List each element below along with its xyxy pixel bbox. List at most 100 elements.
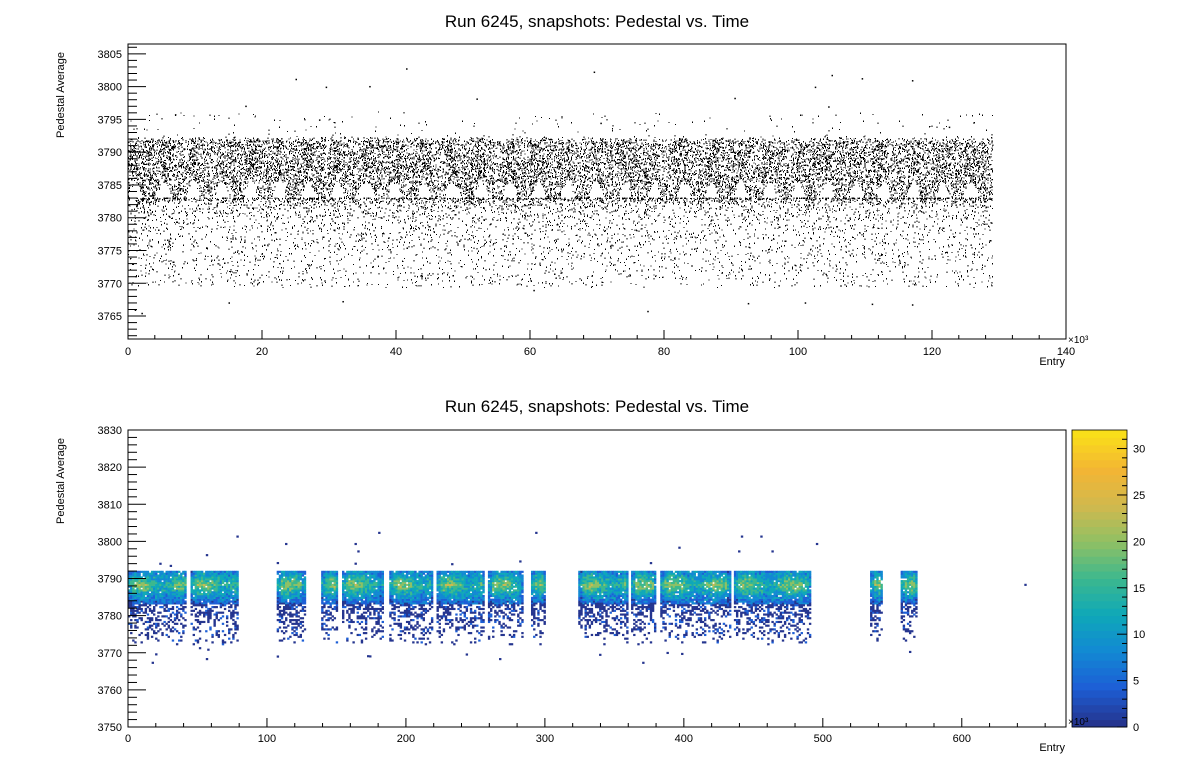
heatmap-cell [190, 572, 193, 575]
heatmap-cell [230, 596, 233, 599]
heatmap-cell [599, 570, 602, 573]
heatmap-cell [221, 587, 225, 590]
heatmap-cell [651, 619, 655, 622]
heatmap-cell [331, 596, 334, 599]
heatmap-cell [293, 576, 296, 579]
heatmap-cell [289, 594, 292, 598]
heatmap-cell [346, 604, 349, 607]
heatmap-cell [601, 607, 604, 611]
heatmap-cell [194, 598, 198, 601]
heatmap-cell [234, 628, 237, 631]
heatmap-cell [500, 624, 503, 627]
heatmap-cell [148, 624, 152, 627]
heatmap-cell [367, 615, 370, 618]
heatmap-cell [643, 594, 646, 598]
heatmap-cell [515, 598, 518, 601]
heatmap-cell [633, 628, 636, 631]
heatmap-cell [666, 578, 669, 581]
heatmap-cell [478, 596, 481, 599]
heatmap-cell [367, 572, 370, 575]
heatmap-cell [333, 570, 337, 573]
heatmap-cell [325, 624, 328, 627]
heatmap-cell [352, 620, 355, 624]
heatmap-cell [157, 591, 160, 594]
heatmap-cell [494, 572, 497, 575]
heatmap-cell [631, 628, 634, 631]
heatmap-cell [603, 598, 606, 601]
heatmap-cell [352, 589, 355, 592]
heatmap-cell [609, 598, 612, 601]
heatmap-cell [633, 589, 636, 592]
heatmap-cell [451, 593, 454, 596]
heatmap-cell [236, 583, 239, 586]
heatmap-cell [278, 581, 282, 585]
heatmap-cell [451, 624, 454, 627]
heatmap-cell [494, 619, 497, 622]
heatmap-cell [293, 622, 296, 625]
heatmap-cell [301, 570, 305, 573]
heatmap-cell [609, 587, 612, 590]
heatmap-cell [539, 630, 542, 633]
heatmap-cell [584, 583, 587, 586]
heatmap-cell [611, 581, 614, 585]
heatmap-cell [664, 589, 667, 592]
heatmap-cell [228, 578, 231, 581]
heatmap-cell [465, 594, 469, 598]
heatmap-cell [594, 606, 598, 609]
heatmap-cell [223, 604, 227, 607]
heatmap-cell [335, 598, 339, 601]
heatmap-cell [631, 594, 634, 598]
heatmap-cell [219, 602, 223, 605]
heatmap-cell [403, 596, 407, 599]
heatmap-cell [356, 585, 359, 588]
heatmap-cell [643, 580, 646, 583]
heatmap-cell [369, 593, 372, 596]
heatmap-cell [619, 613, 623, 616]
heatmap-cell [144, 596, 148, 599]
heatmap-cell [494, 602, 497, 605]
heatmap-cell [414, 578, 417, 581]
heatmap-cell [578, 587, 581, 590]
heatmap-cells [128, 531, 1027, 664]
heatmap-cell [637, 600, 640, 603]
heatmap-cell [161, 581, 164, 585]
heatmap-cell [455, 600, 458, 603]
heatmap-cell [631, 574, 634, 577]
heatmap-cell [444, 583, 448, 586]
heatmap-cell [469, 570, 473, 573]
heatmap-cell [410, 619, 413, 622]
heatmap-cell [446, 576, 450, 579]
heatmap-cell [403, 628, 407, 631]
heatmap-cell [182, 593, 185, 596]
heatmap-cell [207, 581, 210, 585]
heatmap-cell [408, 578, 411, 581]
heatmap-cell [592, 593, 596, 596]
heatmap-cell [647, 606, 651, 609]
heatmap-cell [228, 572, 231, 575]
heatmap-cell [662, 576, 665, 579]
heatmap-cell [299, 572, 302, 575]
heatmap-cell [303, 578, 307, 581]
heatmap-cell [278, 620, 282, 624]
heatmap-cell [586, 593, 589, 596]
heatmap-cell [455, 617, 458, 620]
heatmap-cell [196, 583, 200, 586]
heatmap-cell [662, 617, 665, 620]
heatmap-cell [465, 622, 469, 625]
heatmap-cell [478, 602, 481, 605]
heatmap-cell [278, 606, 282, 609]
heatmap-cell [356, 581, 359, 585]
heatmap-cell [219, 600, 223, 603]
heatmap-cell [356, 570, 359, 573]
heatmap-cell [449, 619, 452, 622]
heatmap-cell [609, 574, 612, 577]
heatmap-cell [660, 611, 663, 614]
heatmap-cell [512, 585, 516, 588]
heatmap-cell [169, 591, 173, 594]
heatmap-cell [530, 570, 534, 573]
heatmap-cell [393, 580, 396, 583]
heatmap-cell [175, 606, 179, 609]
heatmap-cell [428, 602, 432, 605]
heatmap-cell [397, 596, 400, 599]
heatmap-cell [335, 626, 339, 629]
